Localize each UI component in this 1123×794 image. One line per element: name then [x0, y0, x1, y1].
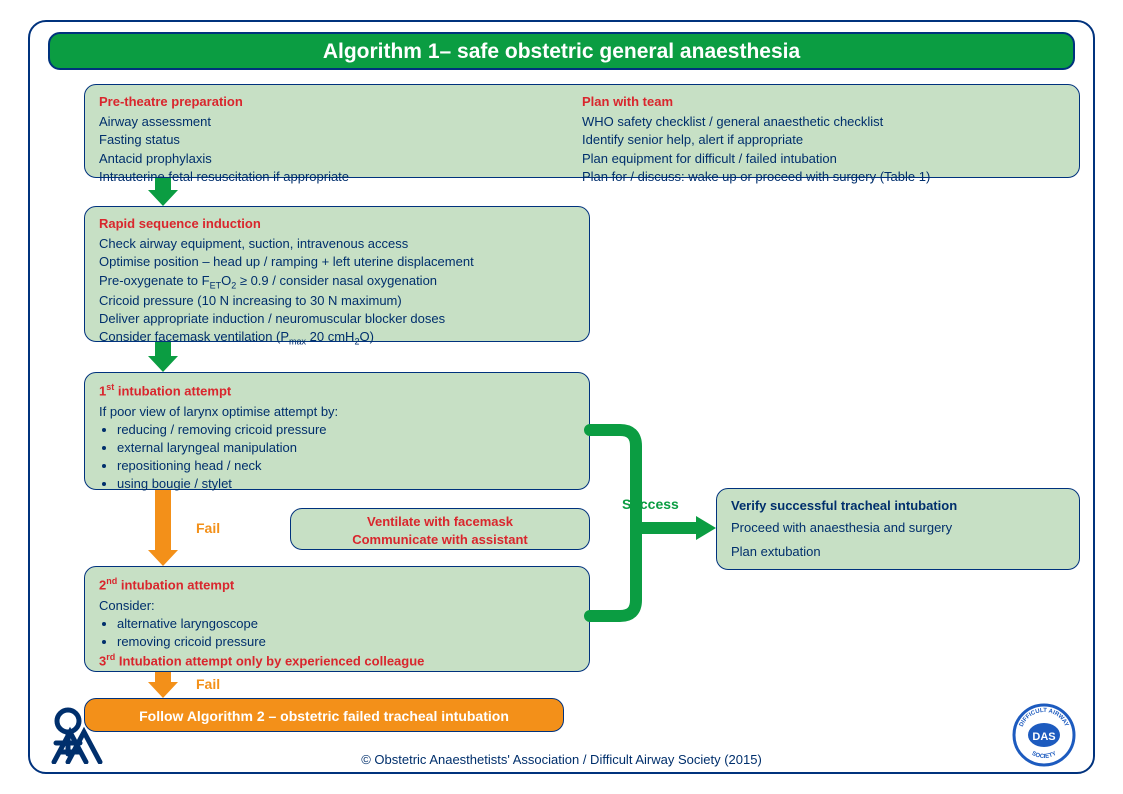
footer-text: © Obstetric Anaesthetists' Association /…: [0, 752, 1123, 767]
success-connector-icon: [0, 0, 1123, 794]
svg-text:DAS: DAS: [1032, 731, 1055, 743]
